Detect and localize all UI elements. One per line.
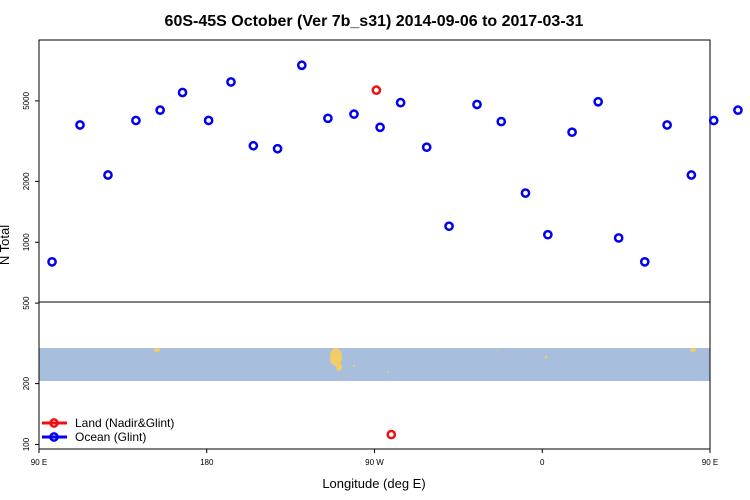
ocean-data-point — [496, 116, 507, 127]
ocean-data-point — [103, 170, 113, 180]
ocean-data-point — [226, 77, 236, 87]
ocean-data-point — [639, 256, 650, 267]
legend: Land (Nadir&Glint) Ocean (Glint) — [42, 416, 174, 444]
ocean-data-point — [472, 99, 482, 110]
legend-ocean-marker — [49, 432, 59, 442]
x-tick-label: 90 E — [31, 458, 47, 467]
land-data-point — [371, 85, 382, 95]
x-tick-label: 90 W — [365, 458, 384, 467]
ocean-data-point — [47, 256, 57, 267]
landmass-island-3 — [544, 355, 548, 359]
legend-ocean-label: Ocean (Glint) — [75, 430, 146, 444]
ocean-data-point — [272, 143, 283, 154]
ocean-data-point — [686, 170, 697, 180]
y-tick-label: 1000 — [22, 233, 31, 251]
ocean-data-point — [203, 115, 214, 126]
ocean-data-point — [593, 96, 604, 107]
ocean-data-point — [131, 115, 141, 126]
ocean-data-point — [708, 115, 719, 126]
map-band — [39, 348, 710, 381]
land-data-point — [386, 429, 397, 440]
y-tick-label: 100 — [22, 437, 31, 451]
ocean-data-point — [296, 60, 307, 71]
ocean-data-point — [75, 120, 85, 130]
map-water — [39, 348, 710, 381]
x-tick-label: 90 E — [702, 458, 718, 467]
ocean-data-point — [375, 122, 385, 133]
y-tick-label: 2000 — [22, 172, 31, 190]
ocean-data-point — [520, 188, 531, 198]
ocean-data-point — [733, 105, 743, 115]
x-tick-label: 180 — [200, 458, 214, 467]
landmass-island-2 — [387, 371, 389, 373]
ocean-data-point — [421, 142, 432, 153]
landmass-island-1 — [353, 365, 355, 367]
landmass-south-america — [330, 348, 342, 366]
ocean-data-point — [349, 109, 359, 119]
x-axis: 90 E 180 90 W 0 90 E — [31, 449, 718, 467]
y-axis-label: N Total — [0, 225, 12, 265]
ocean-data-point — [248, 140, 259, 151]
ocean-data-point — [542, 229, 553, 240]
chart-title: 60S-45S October (Ver 7b_s31) 2014-09-06 … — [165, 13, 584, 30]
ocean-data-point — [613, 233, 624, 243]
map-landmasses — [154, 348, 696, 373]
landmass-new-zealand-2 — [690, 348, 696, 352]
legend-land-label: Land (Nadir&Glint) — [75, 416, 174, 430]
ocean-data-point — [395, 97, 406, 108]
landmass-island-4 — [497, 350, 499, 352]
ocean-data-point — [567, 127, 577, 138]
ocean-data-point — [444, 221, 454, 232]
ocean-data-point — [177, 87, 188, 98]
y-tick-label: 500 — [22, 296, 31, 310]
plot-frame — [38, 39, 711, 450]
x-tick-label: 0 — [540, 458, 545, 467]
y-axis: 100 200 500 1000 2000 5000 — [22, 91, 39, 451]
landmass-new-zealand-1 — [154, 348, 160, 352]
data-points — [47, 60, 743, 440]
landmass-south-america-tip — [336, 363, 342, 371]
legend-land-marker — [49, 418, 59, 428]
ocean-data-point — [155, 105, 166, 115]
ocean-data-point — [323, 113, 333, 124]
y-tick-label: 200 — [22, 376, 31, 390]
y-tick-label: 5000 — [22, 91, 31, 109]
ocean-data-point — [662, 120, 672, 130]
x-axis-label: Longitude (deg E) — [322, 476, 425, 491]
